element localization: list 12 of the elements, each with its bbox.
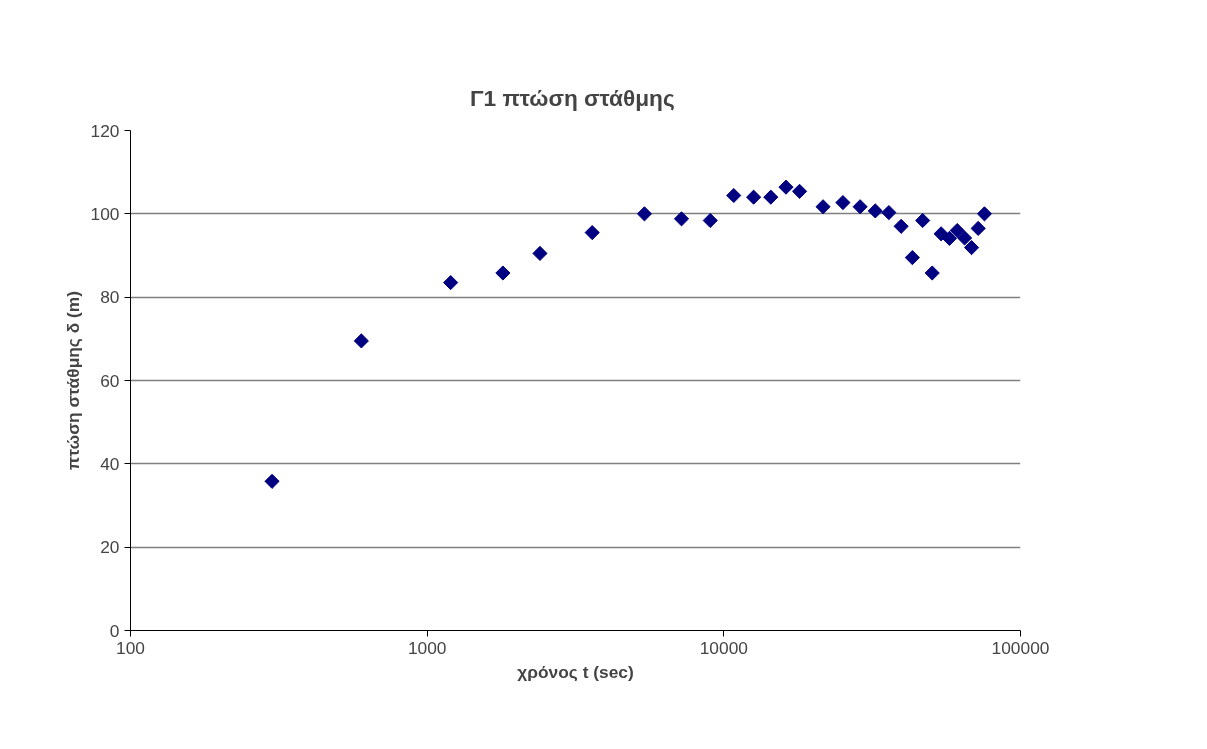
y-tick-label: 60: [100, 370, 120, 391]
y-tick-label: 100: [90, 203, 120, 224]
y-tick-label: 20: [100, 537, 120, 558]
x-axis-title: χρόνος t (sec): [517, 661, 634, 682]
y-axis-title: πτώση στάθμης δ (m): [62, 291, 83, 470]
x-tick-label: 1000: [407, 637, 447, 658]
x-tick-label: 100000: [991, 637, 1050, 658]
chart-title: Γ1 πτώση στάθμης: [469, 84, 675, 111]
y-tick-label: 120: [90, 120, 120, 141]
x-tick-label: 10000: [699, 637, 748, 658]
y-tick-label: 40: [100, 453, 120, 474]
y-tick-label: 80: [100, 287, 120, 308]
